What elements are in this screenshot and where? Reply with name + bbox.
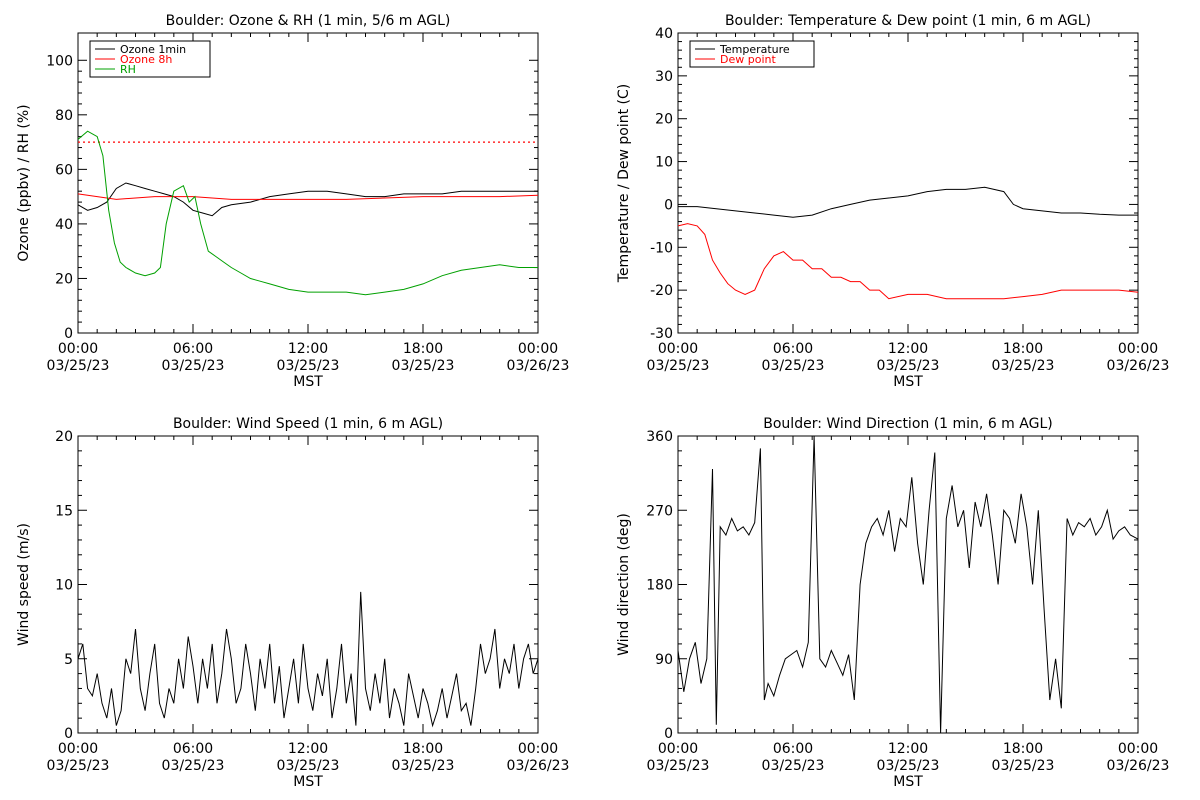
wind-dir-xtick-label-date: 03/25/23: [647, 758, 710, 774]
wind-speed-xtick-label-time: 18:00: [403, 741, 443, 757]
ozone-rh-legend-entry: Ozone 1min: [120, 43, 186, 56]
ozone-rh-plot-frame: [77, 32, 539, 334]
ozone-rh-series-ozone-1min: [77, 182, 538, 217]
wind-dir-xtick-label-date: 03/25/23: [877, 758, 940, 774]
temp-dew-xtick-label-date: 03/25/23: [992, 358, 1055, 374]
ozone-rh-xtick-label-date: 03/25/23: [277, 358, 340, 374]
temp-dew-panel: Boulder: Temperature & Dew point (1 min,…: [616, 13, 1169, 390]
wind-speed-xtick-label-date: 03/25/23: [392, 758, 455, 774]
ozone-rh-ytick-label: 60: [55, 162, 73, 178]
temp-dew-ytick-label: 30: [655, 69, 673, 85]
wind-speed-yaxis-label: Wind speed (m/s): [16, 523, 32, 646]
wind-speed-xtick-label-date: 03/25/23: [277, 758, 340, 774]
temp-dew-xtick-label-time: 12:00: [888, 341, 928, 357]
wind-dir-panel: Boulder: Wind Direction (1 min, 6 m AGL)…: [616, 416, 1169, 790]
temp-dew-ytick-label: 10: [655, 155, 673, 171]
temp-dew-xtick-label-time: 06:00: [773, 341, 813, 357]
ozone-rh-xtick-label-time: 12:00: [288, 341, 328, 357]
temp-dew-ytick-label: -30: [650, 326, 673, 342]
ozone-rh-title: Boulder: Ozone & RH (1 min, 5/6 m AGL): [166, 13, 451, 29]
temp-dew-ytick-label: -20: [650, 283, 673, 299]
ozone-rh-ytick-label: 0: [64, 326, 73, 342]
wind-dir-ytick-label: 180: [646, 578, 673, 594]
ozone-rh-xtick-label-time: 18:00: [403, 341, 443, 357]
wind-dir-ytick-label: 270: [646, 503, 673, 519]
wind-speed-series-wind-speed: [77, 591, 539, 728]
temp-dew-legend-box: [689, 40, 815, 68]
temp-dew-legend-entry: Dew point: [720, 53, 776, 66]
ozone-rh-xtick-label-date: 03/25/23: [162, 358, 225, 374]
wind-speed-xtick-label-time: 12:00: [288, 741, 328, 757]
ozone-rh-xaxis-label: MST: [293, 374, 323, 390]
wind-dir-xtick-label-time: 00:00: [1118, 741, 1158, 757]
wind-dir-plot-frame: [677, 435, 1139, 734]
temp-dew-xtick-label-date: 03/26/23: [1107, 358, 1170, 374]
ozone-rh-xtick-label-time: 00:00: [518, 341, 558, 357]
ozone-rh-ytick-label: 20: [55, 271, 73, 287]
wind-dir-yaxis-label: Wind direction (deg): [616, 513, 632, 656]
temp-dew-plot-frame: [677, 32, 1139, 334]
wind-dir-xtick-label-time: 18:00: [1003, 741, 1043, 757]
wind-speed-ytick-label: 15: [55, 503, 73, 519]
ozone-rh-series-rh: [77, 130, 538, 296]
wind-dir-xtick-label-date: 03/25/23: [762, 758, 825, 774]
wind-speed-xaxis-label: MST: [293, 774, 323, 790]
wind-dir-xtick-label-time: 12:00: [888, 741, 928, 757]
temp-dew-ytick-label: -10: [650, 240, 673, 256]
ozone-rh-xtick-label-date: 03/25/23: [392, 358, 455, 374]
wind-dir-xtick-label-date: 03/26/23: [1107, 758, 1170, 774]
wind-speed-ytick-label: 10: [55, 578, 73, 594]
wind-speed-xtick-label-date: 03/26/23: [507, 758, 570, 774]
wind-dir-xtick-label-date: 03/25/23: [992, 758, 1055, 774]
temp-dew-xaxis-label: MST: [893, 374, 923, 390]
wind-speed-ytick-label: 5: [64, 652, 73, 668]
ozone-rh-xtick-label-time: 06:00: [173, 341, 213, 357]
temp-dew-series-temperature: [678, 186, 1138, 218]
temp-dew-title: Boulder: Temperature & Dew point (1 min,…: [725, 13, 1091, 29]
temp-dew-series-dew-point: [677, 223, 1139, 300]
wind-speed-xtick-label-date: 03/25/23: [162, 758, 225, 774]
wind-speed-panel: Boulder: Wind Speed (1 min, 6 m AGL) 0 5 10…: [16, 416, 569, 790]
temp-dew-legend-entry: Temperature: [719, 43, 790, 56]
wind-dir-series-wind-direction: [677, 435, 1139, 734]
ozone-rh-xtick-label-time: 00:00: [58, 341, 98, 357]
ozone-rh-panel: Boulder: Ozone & RH (1 min, 5/6 m AGL) 0 2…: [16, 13, 569, 390]
ozone-rh-legend-entry: RH: [120, 63, 136, 76]
temp-dew-xtick-label-time: 18:00: [1003, 341, 1043, 357]
wind-dir-ytick-label: 360: [646, 429, 673, 445]
temp-dew-ytick-label: 40: [655, 26, 673, 42]
wind-speed-xtick-label-time: 00:00: [518, 741, 558, 757]
ozone-rh-series-ozone-8h: [77, 193, 539, 200]
wind-speed-title: Boulder: Wind Speed (1 min, 6 m AGL): [173, 416, 443, 432]
wind-speed-ytick-label: 0: [64, 726, 73, 742]
temp-dew-xtick-label-date: 03/25/23: [647, 358, 710, 374]
ozone-rh-ytick-label: 100: [46, 53, 73, 69]
wind-dir-ytick-label: 90: [655, 652, 673, 668]
wind-speed-xtick-label-time: 00:00: [58, 741, 98, 757]
ozone-rh-xtick-label-date: 03/26/23: [507, 358, 570, 374]
temp-dew-ytick-label: 20: [655, 112, 673, 128]
temp-dew-xtick-label-time: 00:00: [658, 341, 698, 357]
wind-speed-ytick-label: 20: [55, 429, 73, 445]
temp-dew-ytick-label: 0: [664, 197, 673, 213]
wind-dir-ytick-label: 0: [664, 726, 673, 742]
temp-dew-yaxis-label: Temperature / Dew point (C): [616, 84, 632, 283]
wind-dir-xtick-label-time: 06:00: [773, 741, 813, 757]
ozone-rh-ytick-label: 80: [55, 108, 73, 124]
wind-speed-xtick-label-date: 03/25/23: [47, 758, 110, 774]
ozone-rh-yaxis-label: Ozone (ppbv) / RH (%): [16, 104, 32, 261]
wind-dir-title: Boulder: Wind Direction (1 min, 6 m AGL): [763, 416, 1052, 432]
ozone-rh-ytick-label: 40: [55, 217, 73, 233]
wind-speed-xtick-label-time: 06:00: [173, 741, 213, 757]
temp-dew-xtick-label-date: 03/25/23: [877, 358, 940, 374]
temp-dew-xtick-label-date: 03/25/23: [762, 358, 825, 374]
temp-dew-xtick-label-time: 00:00: [1118, 341, 1158, 357]
ozone-rh-xtick-label-date: 03/25/23: [47, 358, 110, 374]
wind-dir-xtick-label-time: 00:00: [658, 741, 698, 757]
ozone-rh-legend-entry: Ozone 8h: [120, 53, 172, 66]
wind-dir-xaxis-label: MST: [893, 774, 923, 790]
